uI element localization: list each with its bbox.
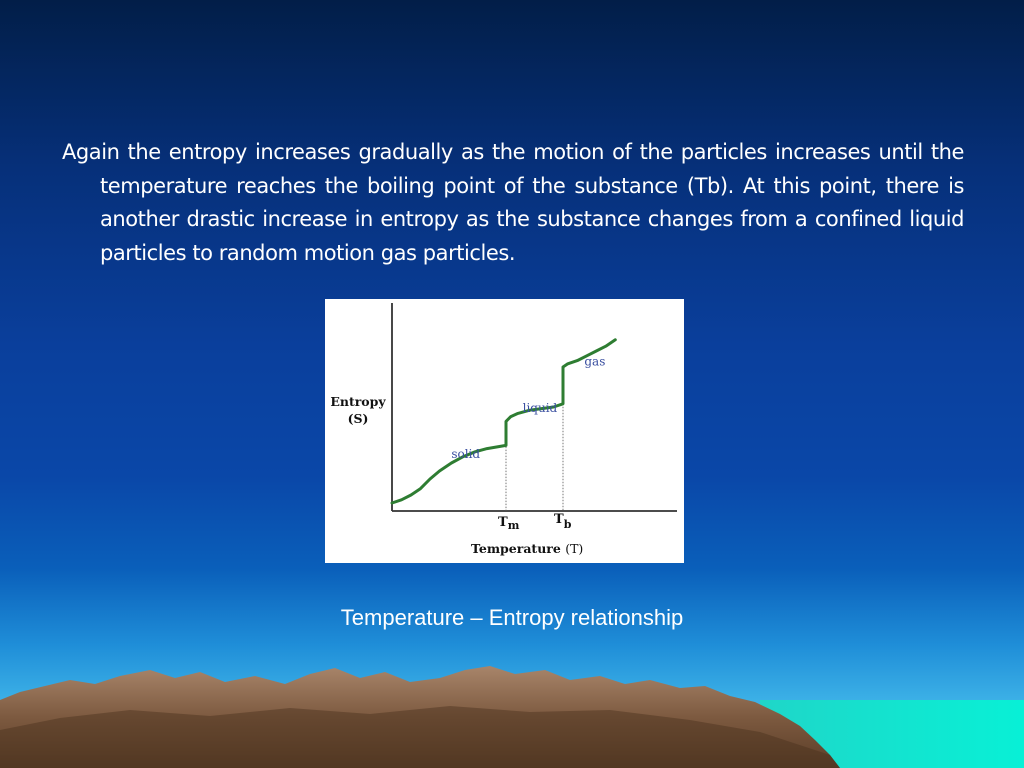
phase-label-gas: gas	[584, 354, 605, 368]
x-axis-label: Temperature (T)	[471, 541, 583, 556]
y-axis-label-line1: Entropy	[330, 394, 386, 409]
figure-caption: Temperature – Entropy relationship	[340, 605, 684, 630]
phase-label-liquid: liquid	[523, 401, 558, 415]
mountain-range	[0, 666, 840, 768]
y-axis-label-line2: (S)	[348, 411, 369, 426]
x-tick-label-tm: Tm	[498, 515, 520, 532]
entropy-curve	[390, 338, 617, 505]
phase-label-solid: solid	[451, 447, 480, 461]
x-tick-label-tb: Tb	[554, 512, 572, 531]
mountain-shadow	[0, 706, 840, 768]
mountain-scenery	[0, 666, 1024, 768]
body-paragraph: Again the entropy increases gradually as…	[62, 140, 964, 265]
entropy-chart: Entropy (S) solid liquid gas Tm Tb Tempe…	[325, 299, 684, 563]
